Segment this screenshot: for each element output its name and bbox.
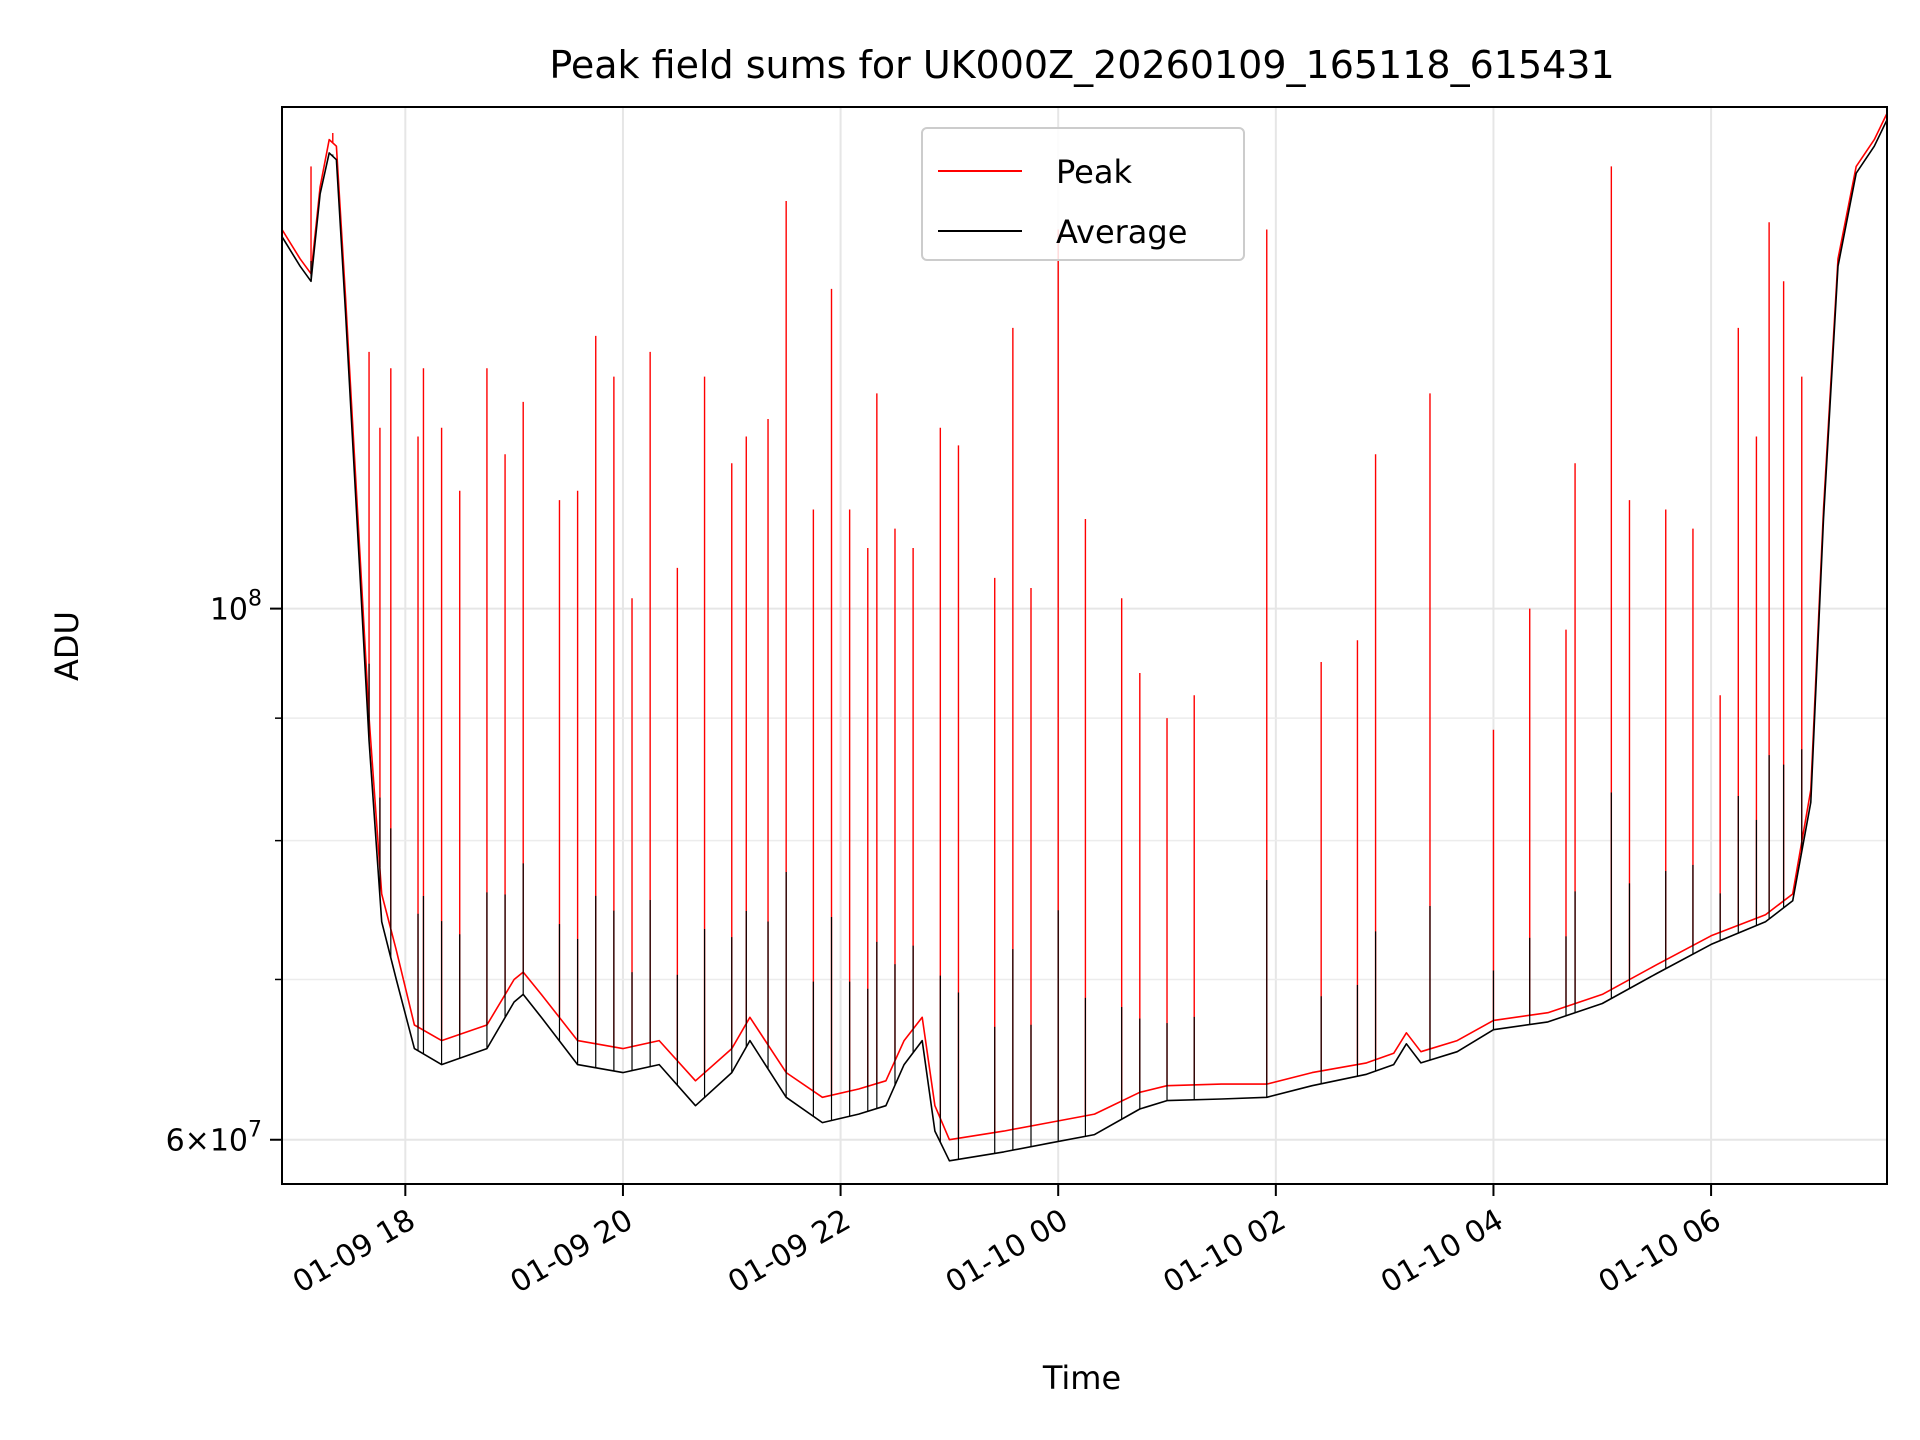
y-axis-label: ADU [48,611,86,681]
legend-label-peak: Peak [1056,153,1132,191]
series-layer [282,113,1887,1162]
legend-label-average: Average [1056,213,1187,251]
grid [282,107,1887,1184]
chart-title: Peak field sums for UK000Z_20260109_1651… [549,43,1614,87]
y-tick-label: 6×107 [166,1118,262,1159]
peak-series-line [282,113,1887,1141]
average-series-line [282,119,1887,1162]
x-axis-label: Time [1042,1359,1121,1397]
plot-frame [281,106,1888,1185]
y-tick-label: 108 [210,587,262,628]
legend-box [921,127,1245,261]
y-axis: 108 6×107 [166,587,282,1159]
legend: Peak Average [921,127,1245,261]
